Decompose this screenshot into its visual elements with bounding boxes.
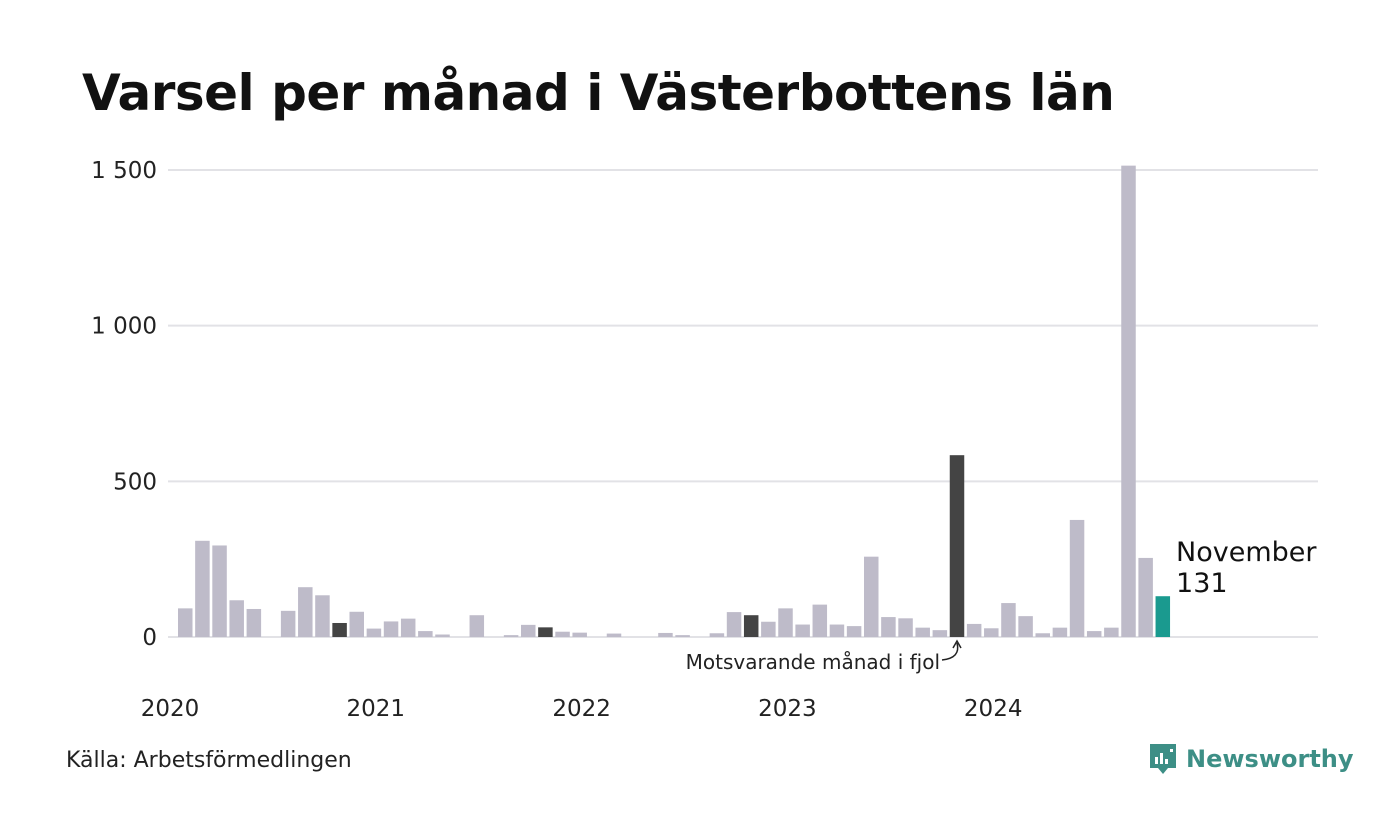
bar [915, 627, 930, 637]
y-tick-label: 1 500 [91, 158, 157, 184]
bar [521, 624, 536, 637]
bar [435, 634, 450, 637]
bar [658, 632, 673, 637]
bar [349, 611, 364, 637]
x-tick-label: 2021 [347, 696, 406, 722]
bar [280, 610, 296, 637]
bar [1138, 557, 1153, 637]
bar [675, 635, 690, 637]
x-tick-label: 2024 [964, 696, 1023, 722]
bars [178, 165, 1171, 637]
bar [572, 632, 587, 637]
bar [829, 624, 845, 637]
annotation-arrowhead [952, 639, 962, 649]
bar [400, 618, 416, 637]
annotation-text: Motsvarande månad i fjol [686, 650, 940, 674]
bar [229, 600, 244, 637]
x-tick-label: 2023 [758, 696, 817, 722]
bar [1069, 519, 1085, 637]
x-axis-labels: 2020 2021 2022 2023 2024 [141, 696, 1023, 722]
bar [503, 635, 519, 637]
bar [366, 628, 382, 637]
bar [383, 621, 399, 637]
bar-same-month-last-year [743, 615, 759, 637]
bar [1001, 603, 1016, 637]
bar [469, 615, 485, 637]
bar-current [1155, 596, 1171, 637]
bar [1018, 616, 1033, 637]
bar [966, 623, 982, 637]
x-tick-label: 2020 [141, 696, 200, 722]
bar-same-month-last-year [332, 622, 347, 637]
bar [212, 545, 227, 637]
source-note: Källa: Arbetsförmedlingen [66, 748, 352, 773]
bar [864, 556, 879, 637]
bar [984, 628, 999, 637]
chart-title: Varsel per månad i Västerbottens län [82, 64, 1115, 122]
brand-name: Newsworthy [1186, 745, 1354, 773]
bar [709, 633, 725, 637]
bar [726, 612, 742, 637]
bar [606, 633, 622, 637]
y-tick-label: 1 000 [91, 314, 157, 340]
bar [812, 604, 828, 637]
bar [1086, 631, 1102, 637]
annotation-arrow [941, 642, 959, 661]
bar-same-month-last-year [538, 627, 553, 637]
newsworthy-logo-icon [1150, 744, 1176, 774]
bar [315, 595, 330, 637]
y-tick-label: 500 [113, 469, 157, 495]
current-month-label: November [1176, 537, 1317, 568]
bar [1104, 627, 1119, 637]
bar-same-month-last-year [949, 455, 965, 637]
y-axis-labels: 0 500 1 000 1 500 [91, 158, 157, 651]
bar [932, 630, 948, 637]
bar [881, 617, 896, 637]
bar [298, 587, 313, 637]
current-month-value: 131 [1176, 568, 1228, 599]
bar-chart: 0 500 1 000 1 500 2020 2021 2022 2023 2024 Nove… [91, 158, 1318, 722]
bar [555, 631, 570, 637]
bar [795, 624, 810, 637]
bar [761, 621, 776, 637]
bar [178, 608, 193, 637]
bar [898, 618, 913, 637]
bar [1121, 165, 1136, 637]
bar [195, 540, 210, 637]
bar [246, 608, 262, 637]
y-tick-label: 0 [142, 625, 157, 651]
bar [778, 608, 793, 637]
bar [1035, 633, 1050, 637]
bar [846, 626, 862, 637]
brand-logo[interactable]: Newsworthy [1148, 742, 1354, 776]
bar [418, 631, 433, 637]
x-tick-label: 2022 [552, 696, 611, 722]
bar [1052, 627, 1068, 637]
